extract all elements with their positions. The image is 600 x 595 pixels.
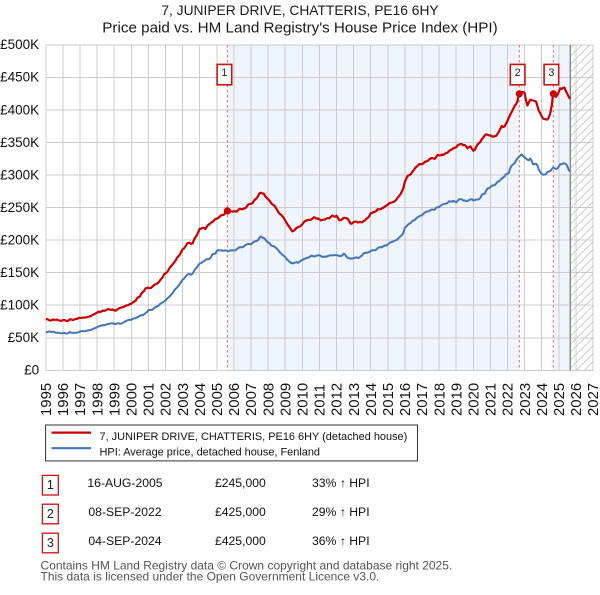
svg-text:2008: 2008	[261, 383, 277, 416]
svg-text:36% ↑ HPI: 36% ↑ HPI	[312, 534, 370, 548]
svg-text:£200K: £200K	[0, 232, 39, 247]
svg-text:£100K: £100K	[0, 297, 39, 312]
svg-text:£500K: £500K	[0, 37, 39, 52]
svg-text:2006: 2006	[227, 383, 243, 416]
svg-text:33% ↑ HPI: 33% ↑ HPI	[312, 476, 370, 490]
svg-text:2021: 2021	[484, 383, 500, 416]
svg-text:£50K: £50K	[8, 330, 40, 345]
svg-text:£150K: £150K	[0, 265, 39, 280]
svg-text:2003: 2003	[176, 383, 192, 416]
svg-text:1996: 1996	[56, 383, 72, 416]
svg-text:2001: 2001	[142, 383, 158, 416]
svg-text:Contains HM Land Registry data: Contains HM Land Registry data © Crown c…	[41, 558, 453, 572]
svg-text:2014: 2014	[364, 383, 380, 416]
svg-text:£245,000: £245,000	[215, 476, 266, 490]
svg-text:2016: 2016	[398, 383, 414, 416]
svg-text:2: 2	[47, 507, 54, 521]
svg-text:Price paid vs. HM Land Registr: Price paid vs. HM Land Registry's House …	[102, 19, 497, 36]
svg-text:2023: 2023	[518, 383, 534, 416]
svg-text:£0: £0	[24, 363, 39, 378]
svg-text:This data is licensed under th: This data is licensed under the Open Gov…	[41, 569, 380, 583]
svg-text:HPI: Average price, detached h: HPI: Average price, detached house, Fenl…	[100, 447, 321, 459]
svg-text:1998: 1998	[90, 383, 106, 416]
svg-text:2010: 2010	[296, 383, 312, 416]
svg-text:1999: 1999	[107, 383, 123, 416]
svg-text:3: 3	[548, 67, 554, 79]
svg-text:2020: 2020	[467, 383, 483, 416]
svg-text:2024: 2024	[535, 383, 551, 416]
svg-text:£250K: £250K	[0, 200, 39, 215]
svg-text:2004: 2004	[193, 383, 209, 416]
svg-text:2011: 2011	[313, 384, 329, 416]
svg-text:2026: 2026	[569, 383, 585, 416]
svg-text:1997: 1997	[73, 383, 89, 416]
svg-text:£300K: £300K	[0, 167, 39, 182]
svg-text:2005: 2005	[210, 383, 226, 416]
svg-text:2002: 2002	[159, 383, 175, 416]
svg-text:7, JUNIPER DRIVE, CHATTERIS, P: 7, JUNIPER DRIVE, CHATTERIS, PE16 6HY	[161, 3, 438, 18]
svg-text:£425,000: £425,000	[215, 505, 266, 519]
svg-text:7, JUNIPER DRIVE, CHATTERIS, P: 7, JUNIPER DRIVE, CHATTERIS, PE16 6HY (d…	[100, 431, 408, 443]
svg-text:1: 1	[221, 67, 227, 79]
svg-text:2015: 2015	[381, 383, 397, 416]
svg-text:2009: 2009	[278, 383, 294, 416]
svg-text:2019: 2019	[449, 383, 465, 416]
svg-text:2017: 2017	[415, 383, 431, 416]
svg-text:2025: 2025	[552, 383, 568, 416]
svg-text:2013: 2013	[347, 383, 363, 416]
svg-text:2018: 2018	[432, 383, 448, 416]
svg-text:2022: 2022	[501, 383, 517, 416]
svg-text:£450K: £450K	[0, 70, 39, 85]
svg-text:16-AUG-2005: 16-AUG-2005	[87, 476, 162, 490]
svg-text:29% ↑ HPI: 29% ↑ HPI	[312, 505, 370, 519]
svg-text:2007: 2007	[244, 383, 260, 416]
svg-text:04-SEP-2024: 04-SEP-2024	[88, 534, 161, 548]
svg-text:£400K: £400K	[0, 102, 39, 117]
svg-text:£425,000: £425,000	[215, 534, 266, 548]
svg-text:08-SEP-2022: 08-SEP-2022	[88, 505, 161, 519]
svg-text:2: 2	[515, 67, 521, 79]
svg-text:2027: 2027	[586, 383, 600, 416]
svg-text:2012: 2012	[330, 383, 346, 416]
svg-text:3: 3	[47, 536, 54, 550]
svg-text:1995: 1995	[39, 383, 55, 416]
svg-text:£350K: £350K	[0, 135, 39, 150]
svg-text:1: 1	[47, 478, 54, 492]
svg-text:2000: 2000	[125, 383, 141, 416]
